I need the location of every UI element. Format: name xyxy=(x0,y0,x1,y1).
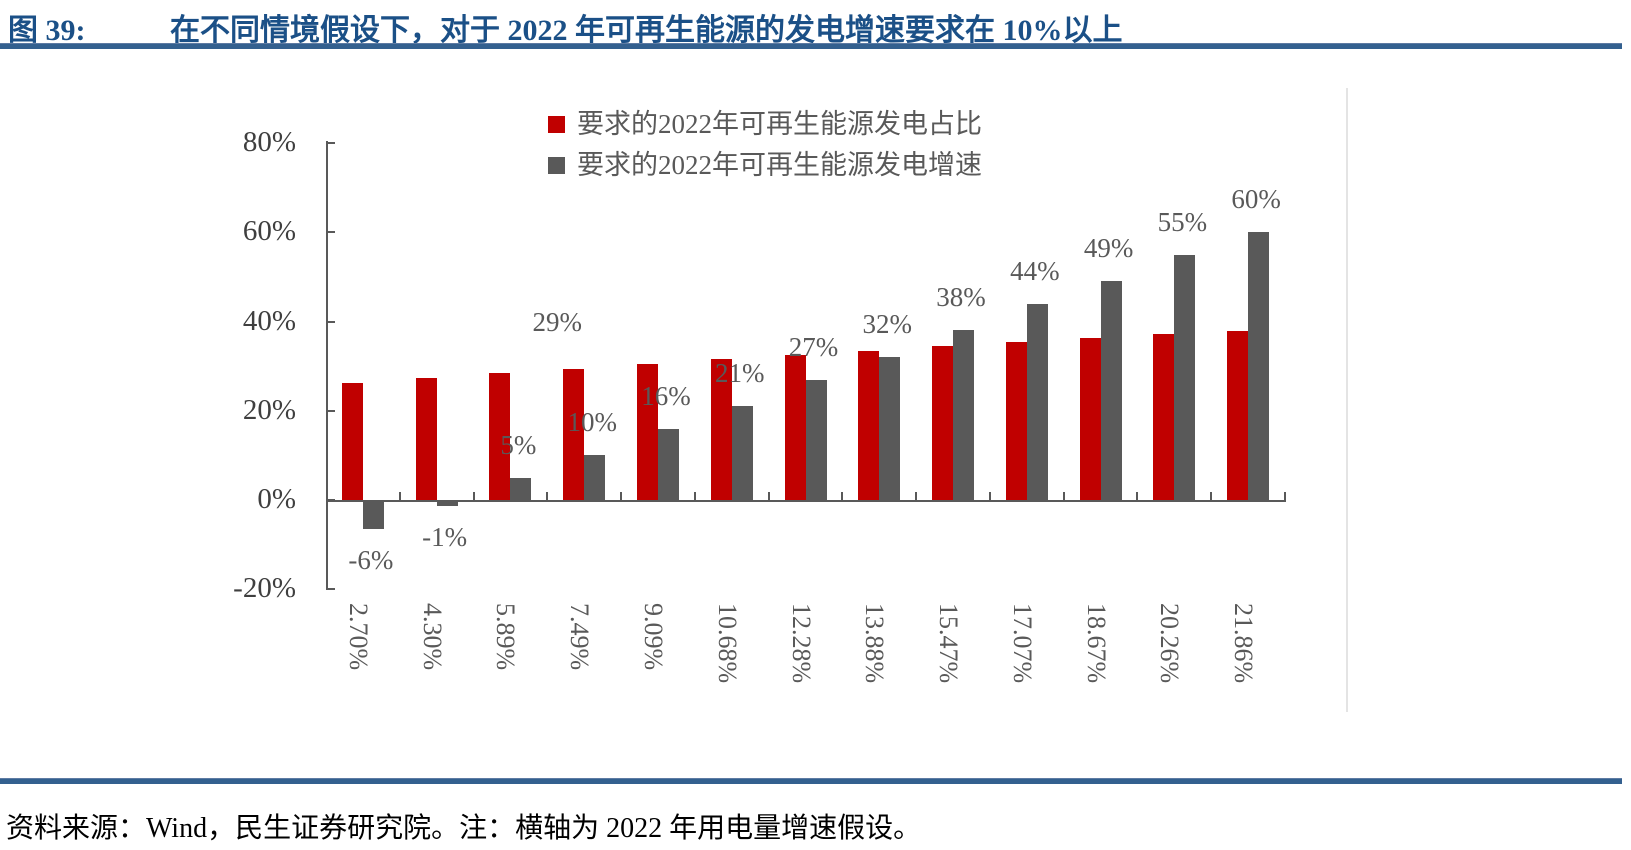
x-category-label: 7.49% xyxy=(565,603,595,671)
y-axis-line xyxy=(326,141,328,591)
red-bar xyxy=(636,364,658,500)
red-bar xyxy=(710,359,732,500)
legend-marker xyxy=(548,116,565,133)
y-tick-label: 40% xyxy=(242,304,296,337)
x-tick xyxy=(915,492,918,500)
x-tick xyxy=(620,492,623,500)
y-tick xyxy=(326,142,335,144)
red-bar xyxy=(415,378,437,500)
red-bar xyxy=(1227,331,1249,500)
x-tick xyxy=(472,492,475,500)
x-tick xyxy=(988,492,991,500)
red-bar xyxy=(341,383,363,500)
bar-chart: 80% 60% 40% 20% 0% -20% -6% 2.70% -1% 4.30% 5% 5.89… xyxy=(0,60,1631,720)
y-tick-label: 80% xyxy=(242,126,296,158)
x-tick xyxy=(1284,492,1286,500)
x-category-label: 5.89% xyxy=(491,603,521,671)
x-tick xyxy=(1136,492,1139,500)
y-tick xyxy=(326,588,335,591)
gray-bar-value-label: 60% xyxy=(1231,184,1281,215)
y-tick-label: 60% xyxy=(242,215,296,248)
gray-bar-value-label: 55% xyxy=(1157,206,1208,237)
gray-bar-value-label: 10% xyxy=(567,407,617,438)
gray-bar xyxy=(510,477,532,500)
x-category-label: 18.67% xyxy=(1081,603,1111,684)
gray-bar-value-label: 32% xyxy=(862,309,913,340)
gray-bar xyxy=(436,502,458,507)
figure-title: 在不同情境假设下，对于 2022 年可再生能源的发电增速要求在 10%以上 xyxy=(170,14,1123,47)
gray-bar xyxy=(1248,232,1270,500)
x-category-label: 21.86% xyxy=(1229,603,1259,684)
x-category-label: 2.70% xyxy=(343,603,373,671)
gray-bar-value-label: -1% xyxy=(422,522,468,553)
title-divider-rule xyxy=(0,43,1622,49)
x-tick xyxy=(767,492,770,500)
gray-bar-value-label: 21% xyxy=(714,358,765,389)
x-tick xyxy=(1062,492,1065,500)
legend-marker xyxy=(548,157,565,174)
red-bar xyxy=(784,354,806,500)
gray-bar xyxy=(879,357,901,500)
x-category-label: 13.88% xyxy=(860,603,890,684)
x-tick xyxy=(693,492,696,500)
gray-bar-value-label: 49% xyxy=(1083,233,1134,264)
source-note: 资料来源：Wind，民生证券研究院。注：横轴为 2022 年用电量增速假设。 xyxy=(6,813,922,844)
y-tick-label: 20% xyxy=(242,393,296,426)
gray-bar xyxy=(584,455,606,500)
red-bar xyxy=(858,350,880,500)
gray-bar-value-label: 16% xyxy=(641,380,691,411)
gray-bar-value-label: 38% xyxy=(936,282,986,313)
red-bar xyxy=(489,373,511,500)
x-category-label: 9.09% xyxy=(638,603,668,671)
x-category-label: 4.30% xyxy=(417,603,447,671)
gray-bar-value-label: 44% xyxy=(1010,255,1060,286)
red-bar-value-label: 29% xyxy=(532,306,582,337)
gray-bar xyxy=(657,428,679,500)
gray-bar xyxy=(362,502,384,529)
footer-divider-rule xyxy=(0,778,1622,784)
gray-bar-value-label: 5% xyxy=(500,429,537,460)
red-bar xyxy=(563,368,585,500)
x-category-label: 10.68% xyxy=(712,603,742,684)
x-category-label: 15.47% xyxy=(934,603,964,684)
legend-label: 要求的2022年可再生能源发电占比 xyxy=(577,109,982,139)
legend-label: 要求的2022年可再生能源发电增速 xyxy=(577,150,982,180)
gray-bar xyxy=(731,406,753,500)
x-tick xyxy=(1210,492,1213,500)
y-tick xyxy=(326,409,335,412)
red-bar xyxy=(1153,333,1175,500)
gray-bar xyxy=(953,330,975,500)
y-tick xyxy=(326,231,335,234)
gray-bar-value-label: -6% xyxy=(348,544,394,575)
y-tick-label: 0% xyxy=(257,483,296,515)
x-category-label: 20.26% xyxy=(1155,603,1185,684)
gray-bar xyxy=(1100,281,1122,500)
figure-number-label: 图 39: xyxy=(8,14,86,47)
gray-bar xyxy=(805,379,827,500)
red-bar xyxy=(1079,338,1101,500)
x-tick xyxy=(841,492,844,500)
chart-frame-right-edge xyxy=(1346,88,1348,712)
gray-bar xyxy=(1026,303,1048,500)
x-tick xyxy=(546,492,549,500)
y-tick xyxy=(326,320,335,323)
y-tick-label: -20% xyxy=(233,572,296,605)
gray-bar-value-label: 27% xyxy=(788,331,839,362)
x-category-label: 12.28% xyxy=(786,603,816,684)
x-axis-line xyxy=(326,500,1286,502)
x-category-label: 17.07% xyxy=(1007,603,1037,684)
red-bar xyxy=(1005,342,1027,500)
red-bar xyxy=(932,346,954,500)
x-tick xyxy=(398,492,401,500)
gray-bar xyxy=(1174,254,1196,500)
